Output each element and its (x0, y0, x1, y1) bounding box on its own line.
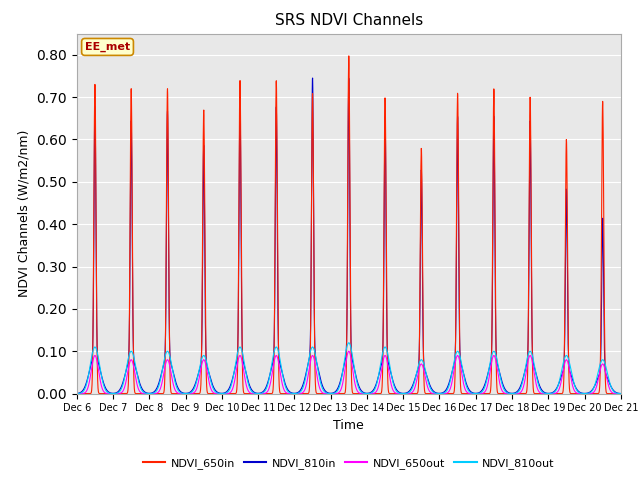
NDVI_650out (617, 391, 625, 396)
Title: SRS NDVI Channels: SRS NDVI Channels (275, 13, 423, 28)
NDVI_650in (135, 391, 143, 396)
NDVI_810in (305, 357, 313, 363)
NDVI_810in (607, 382, 614, 388)
NDVI_810in (548, 390, 556, 396)
NDVI_650out (305, 367, 313, 373)
NDVI_810out (607, 382, 614, 387)
NDVI_650in (607, 391, 614, 396)
NDVI_650in (73, 391, 81, 396)
NDVI_650out (167, 371, 175, 376)
NDVI_650in (617, 391, 625, 396)
NDVI_810in (73, 391, 81, 396)
NDVI_810out (305, 356, 313, 361)
NDVI_650in (282, 391, 289, 396)
Line: NDVI_650out: NDVI_650out (77, 351, 621, 394)
Line: NDVI_810in: NDVI_810in (77, 78, 621, 394)
NDVI_650out (73, 391, 81, 396)
NDVI_810out (282, 384, 289, 389)
NDVI_810in (167, 361, 175, 367)
X-axis label: Time: Time (333, 419, 364, 432)
NDVI_810out (617, 391, 625, 396)
NDVI_810in (282, 382, 289, 387)
NDVI_650in (305, 389, 313, 395)
NDVI_650in (167, 390, 175, 396)
NDVI_810in (308, 75, 316, 81)
NDVI_650out (607, 387, 614, 393)
Text: EE_met: EE_met (85, 42, 130, 52)
NDVI_650in (345, 53, 353, 59)
NDVI_810out (548, 390, 556, 396)
Line: NDVI_810out: NDVI_810out (77, 343, 621, 394)
NDVI_810out (135, 379, 143, 385)
NDVI_810out (345, 340, 353, 346)
NDVI_810in (135, 377, 143, 383)
NDVI_810in (617, 391, 625, 396)
NDVI_810out (167, 360, 175, 365)
Y-axis label: NDVI Channels (W/m2/nm): NDVI Channels (W/m2/nm) (18, 130, 31, 297)
NDVI_810out (73, 391, 81, 396)
NDVI_650out (548, 391, 556, 396)
NDVI_650out (282, 389, 289, 395)
NDVI_650out (345, 348, 353, 354)
NDVI_650in (548, 391, 556, 396)
Legend: NDVI_650in, NDVI_810in, NDVI_650out, NDVI_810out: NDVI_650in, NDVI_810in, NDVI_650out, NDV… (139, 453, 559, 473)
NDVI_650out (135, 387, 143, 393)
Line: NDVI_650in: NDVI_650in (77, 56, 621, 394)
